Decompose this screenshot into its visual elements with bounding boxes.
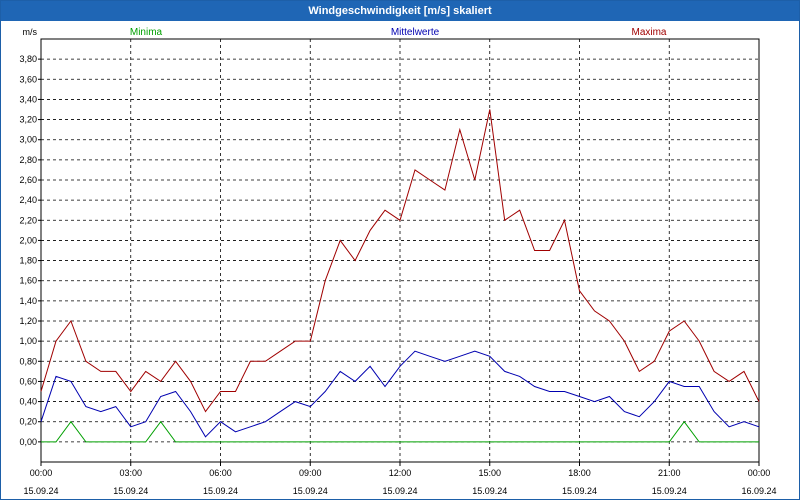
y-tick-label: 0,80 [19, 356, 37, 366]
x-tick-date-label: 15.09.24 [113, 486, 148, 496]
x-tick-date-label: 15.09.24 [472, 486, 507, 496]
y-tick-label: 2,40 [19, 195, 37, 205]
y-tick-label: 3,40 [19, 94, 37, 104]
y-tick-label: 1,40 [19, 296, 37, 306]
legend-entry-minima: Minima [130, 27, 163, 38]
y-tick-label: 1,60 [19, 276, 37, 286]
x-tick-time-label: 00:00 [748, 468, 771, 478]
y-tick-label: 3,00 [19, 135, 37, 145]
x-tick-date-label: 15.09.24 [382, 486, 417, 496]
y-tick-label: 2,60 [19, 175, 37, 185]
y-tick-label: 1,00 [19, 336, 37, 346]
x-tick-time-label: 00:00 [30, 468, 53, 478]
y-tick-label: 0,20 [19, 417, 37, 427]
y-tick-label: 2,00 [19, 235, 37, 245]
x-tick-time-label: 09:00 [299, 468, 322, 478]
y-tick-label: 2,80 [19, 155, 37, 165]
x-tick-date-label: 15.09.24 [562, 486, 597, 496]
x-tick-time-label: 12:00 [389, 468, 412, 478]
y-tick-label: 2,20 [19, 215, 37, 225]
x-tick-time-label: 15:00 [478, 468, 501, 478]
y-tick-label: 0,40 [19, 397, 37, 407]
y-tick-label: 0,60 [19, 376, 37, 386]
x-tick-time-label: 03:00 [119, 468, 142, 478]
y-tick-label: 0,00 [19, 437, 37, 447]
x-tick-date-label: 15.09.24 [203, 486, 238, 496]
y-tick-label: 3,20 [19, 115, 37, 125]
legend-entry-mittelwerte: Mittelwerte [391, 27, 440, 38]
series-line-maxima [40, 109, 760, 413]
y-tick-label: 1,20 [19, 316, 37, 326]
x-tick-date-label: 16.09.24 [741, 486, 776, 496]
series-line-mittelwerte [40, 350, 760, 438]
x-tick-date-label: 15.09.24 [652, 486, 687, 496]
series-line-minima [41, 420, 759, 443]
y-tick-label: 3,80 [19, 54, 37, 64]
legend-entry-maxima: Maxima [631, 27, 666, 38]
window-title: Windgeschwindigkeit [m/s] skaliert [1, 1, 799, 21]
x-tick-time-label: 06:00 [209, 468, 232, 478]
wind-speed-chart: Minima Mittelwerte Maxima 0,00 0,20 0,40 0,60… [19, 27, 776, 496]
x-tick-date-label: 15.09.24 [23, 486, 58, 496]
y-axis-label: m/s [23, 27, 38, 37]
y-tick-label: 1,80 [19, 256, 37, 266]
x-tick-time-label: 18:00 [568, 468, 591, 478]
x-tick-date-label: 15.09.24 [293, 486, 328, 496]
y-tick-label: 3,60 [19, 74, 37, 84]
x-tick-time-label: 21:00 [658, 468, 681, 478]
